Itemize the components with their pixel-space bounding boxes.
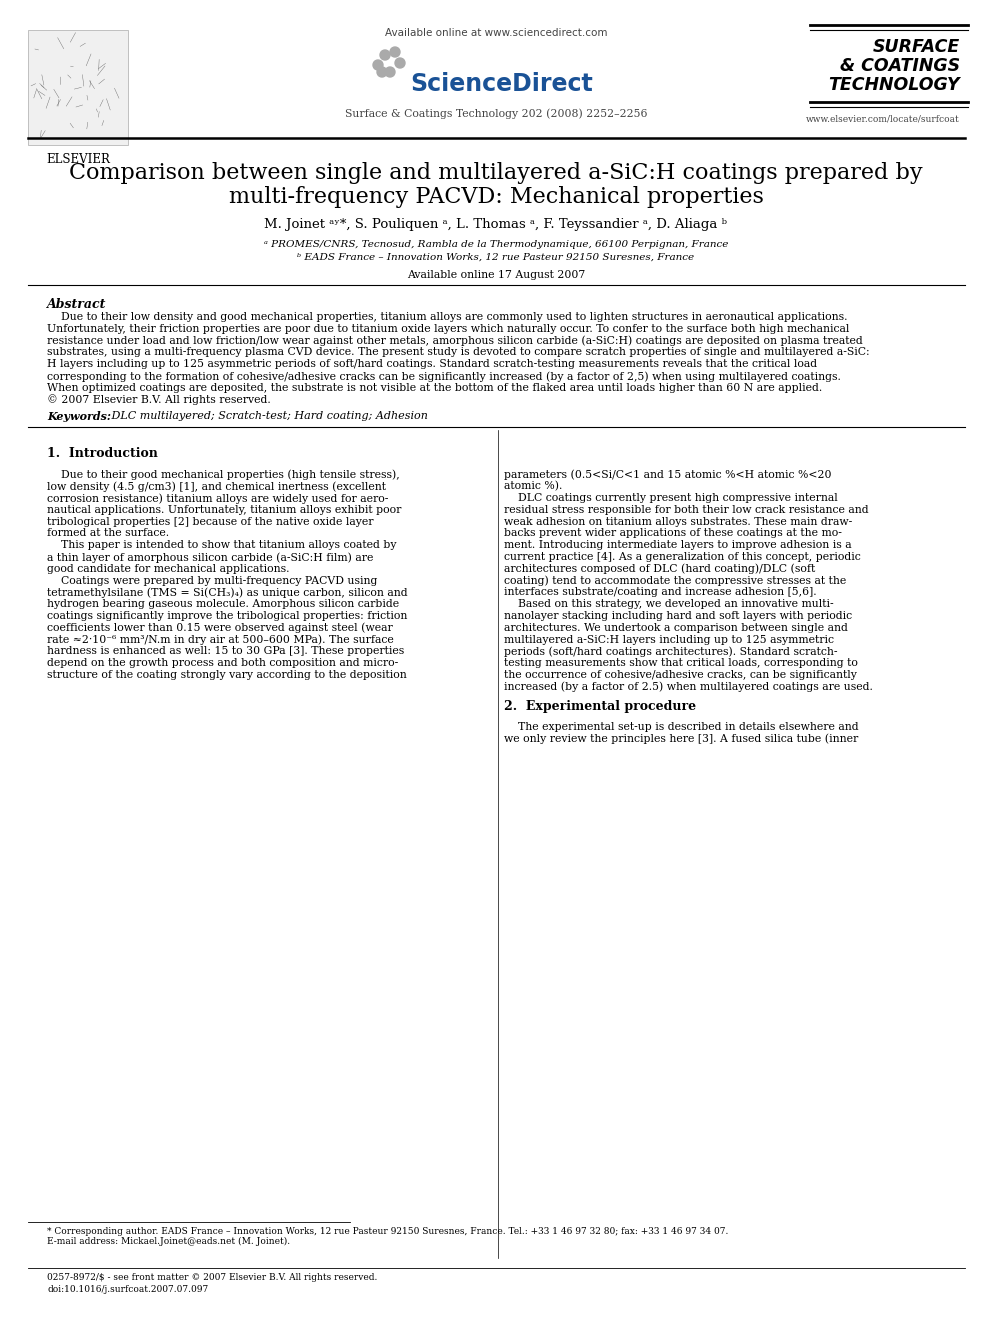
Text: www.elsevier.com/locate/surfcoat: www.elsevier.com/locate/surfcoat	[806, 115, 960, 124]
Text: nautical applications. Unfortunately, titanium alloys exhibit poor: nautical applications. Unfortunately, ti…	[47, 505, 402, 515]
Text: tribological properties [2] because of the native oxide layer: tribological properties [2] because of t…	[47, 516, 374, 527]
Text: a thin layer of amorphous silicon carbide (a-SiC:H film) are: a thin layer of amorphous silicon carbid…	[47, 552, 373, 562]
Text: corrosion resistance) titanium alloys are widely used for aero-: corrosion resistance) titanium alloys ar…	[47, 493, 389, 504]
Text: Based on this strategy, we developed an innovative multi-: Based on this strategy, we developed an …	[504, 599, 833, 609]
Text: SURFACE: SURFACE	[873, 38, 960, 56]
Text: DLC coatings currently present high compressive internal: DLC coatings currently present high comp…	[504, 493, 838, 503]
Text: H layers including up to 125 asymmetric periods of soft/hard coatings. Standard : H layers including up to 125 asymmetric …	[47, 360, 817, 369]
Text: tetramethylsilane (TMS = Si(CH₃)₄) as unique carbon, silicon and: tetramethylsilane (TMS = Si(CH₃)₄) as un…	[47, 587, 408, 598]
Text: ScienceDirect: ScienceDirect	[410, 71, 593, 97]
Bar	[28, 30, 128, 146]
Text: ELSEVIER: ELSEVIER	[46, 153, 110, 165]
Text: coatings significantly improve the tribological properties: friction: coatings significantly improve the tribo…	[47, 611, 408, 620]
Text: formed at the surface.: formed at the surface.	[47, 528, 169, 538]
Text: hydrogen bearing gaseous molecule. Amorphous silicon carbide: hydrogen bearing gaseous molecule. Amorp…	[47, 599, 399, 609]
Text: interfaces substrate/coating and increase adhesion [5,6].: interfaces substrate/coating and increas…	[504, 587, 816, 598]
Text: backs prevent wider applications of these coatings at the mo-: backs prevent wider applications of thes…	[504, 528, 842, 538]
Text: Keywords:: Keywords:	[47, 411, 111, 422]
Text: depend on the growth process and both composition and micro-: depend on the growth process and both co…	[47, 659, 398, 668]
Text: increased (by a factor of 2.5) when multilayered coatings are used.: increased (by a factor of 2.5) when mult…	[504, 681, 873, 692]
Circle shape	[395, 58, 405, 67]
Circle shape	[380, 50, 390, 60]
Text: resistance under load and low friction/low wear against other metals, amorphous : resistance under load and low friction/l…	[47, 336, 863, 347]
Text: This paper is intended to show that titanium alloys coated by: This paper is intended to show that tita…	[47, 540, 397, 550]
Text: Due to their good mechanical properties (high tensile stress),: Due to their good mechanical properties …	[47, 470, 400, 480]
Text: 1.  Introduction: 1. Introduction	[47, 447, 158, 460]
Text: coefficients lower than 0.15 were observed against steel (wear: coefficients lower than 0.15 were observ…	[47, 623, 393, 634]
Text: multi-frequency PACVD: Mechanical properties: multi-frequency PACVD: Mechanical proper…	[228, 187, 764, 208]
Text: architectures composed of DLC (hard coating)/DLC (soft: architectures composed of DLC (hard coat…	[504, 564, 815, 574]
Circle shape	[373, 60, 383, 70]
Text: Abstract: Abstract	[47, 298, 106, 311]
Text: 2.  Experimental procedure: 2. Experimental procedure	[504, 700, 696, 713]
Text: low density (4.5 g/cm3) [1], and chemical inertness (excellent: low density (4.5 g/cm3) [1], and chemica…	[47, 482, 386, 492]
Text: Coatings were prepared by multi-frequency PACVD using: Coatings were prepared by multi-frequenc…	[47, 576, 377, 586]
Text: Comparison between single and multilayered a-SiC:H coatings prepared by: Comparison between single and multilayer…	[69, 161, 923, 184]
Text: Due to their low density and good mechanical properties, titanium alloys are com: Due to their low density and good mechan…	[47, 312, 847, 321]
Text: 0257-8972/$ - see front matter © 2007 Elsevier B.V. All rights reserved.: 0257-8972/$ - see front matter © 2007 El…	[47, 1273, 377, 1282]
Circle shape	[385, 67, 395, 77]
Text: The experimental set-up is described in details elsewhere and: The experimental set-up is described in …	[504, 721, 859, 732]
Text: DLC multilayered; Scratch-test; Hard coating; Adhesion: DLC multilayered; Scratch-test; Hard coa…	[108, 411, 428, 422]
Text: nanolayer stacking including hard and soft layers with periodic: nanolayer stacking including hard and so…	[504, 611, 852, 620]
Text: coating) tend to accommodate the compressive stresses at the: coating) tend to accommodate the compres…	[504, 576, 846, 586]
Text: TECHNOLOGY: TECHNOLOGY	[828, 75, 960, 94]
Text: ᵃ PROMES/CNRS, Tecnosud, Rambla de la Thermodynamique, 66100 Perpignan, France: ᵃ PROMES/CNRS, Tecnosud, Rambla de la Th…	[264, 239, 728, 249]
Text: ᵇ EADS France – Innovation Works, 12 rue Pasteur 92150 Suresnes, France: ᵇ EADS France – Innovation Works, 12 rue…	[298, 253, 694, 262]
Text: periods (soft/hard coatings architectures). Standard scratch-: periods (soft/hard coatings architecture…	[504, 647, 837, 658]
Text: & COATINGS: & COATINGS	[840, 57, 960, 75]
Text: hardness is enhanced as well: 15 to 30 GPa [3]. These properties: hardness is enhanced as well: 15 to 30 G…	[47, 647, 405, 656]
Text: we only review the principles here [3]. A fused silica tube (inner: we only review the principles here [3]. …	[504, 733, 858, 744]
Text: M. Joinet ᵃʸ*, S. Pouliquen ᵃ, L. Thomas ᵃ, F. Teyssandier ᵃ, D. Aliaga ᵇ: M. Joinet ᵃʸ*, S. Pouliquen ᵃ, L. Thomas…	[265, 218, 727, 232]
Text: Surface & Coatings Technology 202 (2008) 2252–2256: Surface & Coatings Technology 202 (2008)…	[345, 108, 647, 119]
Text: current practice [4]. As a generalization of this concept, periodic: current practice [4]. As a generalizatio…	[504, 552, 861, 562]
Text: structure of the coating strongly vary according to the deposition: structure of the coating strongly vary a…	[47, 669, 407, 680]
Text: testing measurements show that critical loads, corresponding to: testing measurements show that critical …	[504, 659, 858, 668]
Circle shape	[390, 48, 400, 57]
Text: good candidate for mechanical applications.: good candidate for mechanical applicatio…	[47, 564, 290, 574]
Text: parameters (0.5<Si/C<1 and 15 atomic %<H atomic %<20: parameters (0.5<Si/C<1 and 15 atomic %<H…	[504, 470, 831, 480]
Text: architectures. We undertook a comparison between single and: architectures. We undertook a comparison…	[504, 623, 848, 632]
Text: weak adhesion on titanium alloys substrates. These main draw-: weak adhesion on titanium alloys substra…	[504, 516, 852, 527]
Text: rate ≈2·10⁻⁶ mm³/N.m in dry air at 500–600 MPa). The surface: rate ≈2·10⁻⁶ mm³/N.m in dry air at 500–6…	[47, 635, 394, 646]
Text: corresponding to the formation of cohesive/adhesive cracks can be significantly : corresponding to the formation of cohesi…	[47, 370, 841, 381]
Text: atomic %).: atomic %).	[504, 482, 562, 492]
Text: doi:10.1016/j.surfcoat.2007.07.097: doi:10.1016/j.surfcoat.2007.07.097	[47, 1285, 208, 1294]
Text: Available online at www.sciencedirect.com: Available online at www.sciencedirect.co…	[385, 28, 607, 38]
Text: Available online 17 August 2007: Available online 17 August 2007	[407, 270, 585, 280]
Text: the occurrence of cohesive/adhesive cracks, can be significantly: the occurrence of cohesive/adhesive crac…	[504, 669, 857, 680]
Text: * Corresponding author. EADS France – Innovation Works, 12 rue Pasteur 92150 Sur: * Corresponding author. EADS France – In…	[47, 1226, 728, 1236]
Text: E-mail address: Mickael.Joinet@eads.net (M. Joinet).: E-mail address: Mickael.Joinet@eads.net …	[47, 1237, 290, 1246]
Text: When optimized coatings are deposited, the substrate is not visible at the botto: When optimized coatings are deposited, t…	[47, 382, 822, 393]
Text: residual stress responsible for both their low crack resistance and: residual stress responsible for both the…	[504, 505, 869, 515]
Circle shape	[377, 67, 387, 77]
Text: Unfortunately, their friction properties are poor due to titanium oxide layers w: Unfortunately, their friction properties…	[47, 324, 849, 333]
Text: substrates, using a multi-frequency plasma CVD device. The present study is devo: substrates, using a multi-frequency plas…	[47, 348, 870, 357]
Text: multilayered a-SiC:H layers including up to 125 asymmetric: multilayered a-SiC:H layers including up…	[504, 635, 834, 644]
Text: © 2007 Elsevier B.V. All rights reserved.: © 2007 Elsevier B.V. All rights reserved…	[47, 394, 271, 405]
Text: ment. Introducing intermediate layers to improve adhesion is a: ment. Introducing intermediate layers to…	[504, 540, 851, 550]
